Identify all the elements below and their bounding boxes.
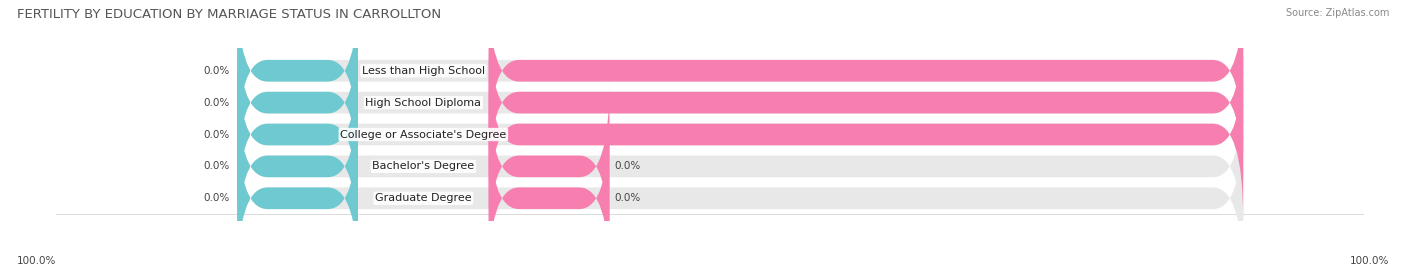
FancyBboxPatch shape xyxy=(238,114,1243,269)
FancyBboxPatch shape xyxy=(238,18,1243,187)
Text: Source: ZipAtlas.com: Source: ZipAtlas.com xyxy=(1285,8,1389,18)
FancyBboxPatch shape xyxy=(238,18,359,187)
Text: 0.0%: 0.0% xyxy=(202,193,229,203)
FancyBboxPatch shape xyxy=(489,0,1243,155)
Text: 100.0%: 100.0% xyxy=(1249,66,1288,76)
Text: College or Associate's Degree: College or Associate's Degree xyxy=(340,129,506,140)
Text: FERTILITY BY EDUCATION BY MARRIAGE STATUS IN CARROLLTON: FERTILITY BY EDUCATION BY MARRIAGE STATU… xyxy=(17,8,441,21)
FancyBboxPatch shape xyxy=(238,0,1243,155)
Text: High School Diploma: High School Diploma xyxy=(366,98,481,108)
Text: Less than High School: Less than High School xyxy=(361,66,485,76)
Text: Bachelor's Degree: Bachelor's Degree xyxy=(373,161,474,171)
Text: 0.0%: 0.0% xyxy=(202,161,229,171)
Text: 0.0%: 0.0% xyxy=(202,66,229,76)
Text: 100.0%: 100.0% xyxy=(17,256,56,266)
Text: 0.0%: 0.0% xyxy=(202,98,229,108)
FancyBboxPatch shape xyxy=(489,82,609,251)
FancyBboxPatch shape xyxy=(238,0,359,155)
Text: 0.0%: 0.0% xyxy=(614,161,641,171)
Text: 0.0%: 0.0% xyxy=(202,129,229,140)
FancyBboxPatch shape xyxy=(489,50,1243,219)
Text: 100.0%: 100.0% xyxy=(1249,98,1288,108)
FancyBboxPatch shape xyxy=(238,82,1243,251)
FancyBboxPatch shape xyxy=(238,50,1243,219)
Text: Graduate Degree: Graduate Degree xyxy=(375,193,471,203)
FancyBboxPatch shape xyxy=(238,114,359,269)
FancyBboxPatch shape xyxy=(238,82,359,251)
Text: 100.0%: 100.0% xyxy=(1350,256,1389,266)
FancyBboxPatch shape xyxy=(238,50,359,219)
Text: 100.0%: 100.0% xyxy=(1249,129,1288,140)
Text: 0.0%: 0.0% xyxy=(614,193,641,203)
FancyBboxPatch shape xyxy=(489,18,1243,187)
FancyBboxPatch shape xyxy=(489,114,609,269)
